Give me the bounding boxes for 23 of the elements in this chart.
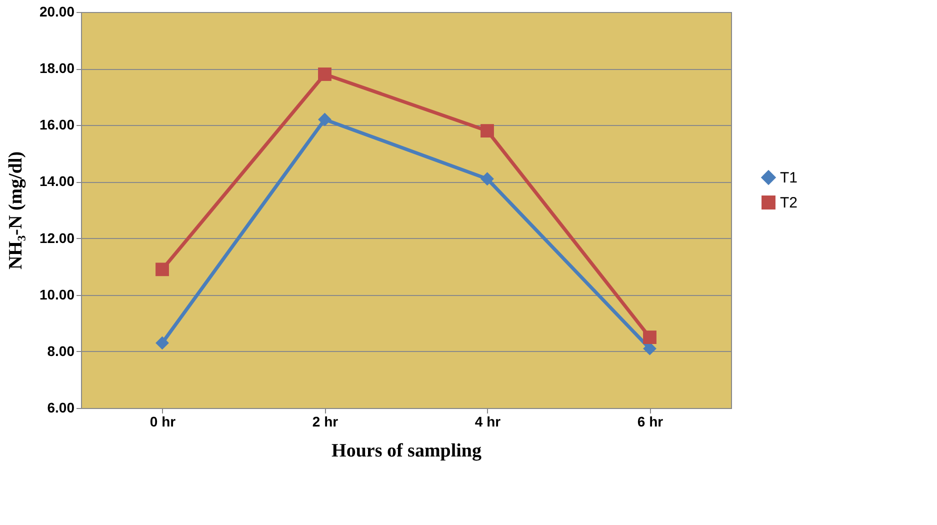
y-tick-label: 12.00 xyxy=(39,230,75,246)
x-tick-label: 4 hr xyxy=(474,414,502,430)
y-tick-label: 6.00 xyxy=(47,400,75,416)
point xyxy=(643,330,656,344)
legend-label: T2 xyxy=(780,194,798,212)
point xyxy=(156,336,169,350)
point xyxy=(318,68,332,81)
legend-label: T1 xyxy=(780,170,798,186)
point xyxy=(480,124,494,138)
point xyxy=(156,262,169,276)
point xyxy=(318,112,332,126)
y-tick-label: 14.00 xyxy=(39,173,75,190)
x-tick-label: 2 hr xyxy=(312,414,339,430)
point xyxy=(480,172,494,186)
x-axis-title: Hours of sampling xyxy=(332,440,482,462)
y-tick-label: 10.00 xyxy=(39,286,75,302)
x-tick-label: 6 hr xyxy=(637,414,664,430)
y-axis-title: NH₃-N (mg/dl) xyxy=(5,151,26,270)
y-tick-label: 16.00 xyxy=(39,116,75,133)
y-tick-label: 20.00 xyxy=(39,4,75,20)
y-tick-label: 18.00 xyxy=(39,60,75,76)
y-tick-label: 8.00 xyxy=(47,342,75,359)
x-tick-label: 0 hr xyxy=(150,414,176,430)
